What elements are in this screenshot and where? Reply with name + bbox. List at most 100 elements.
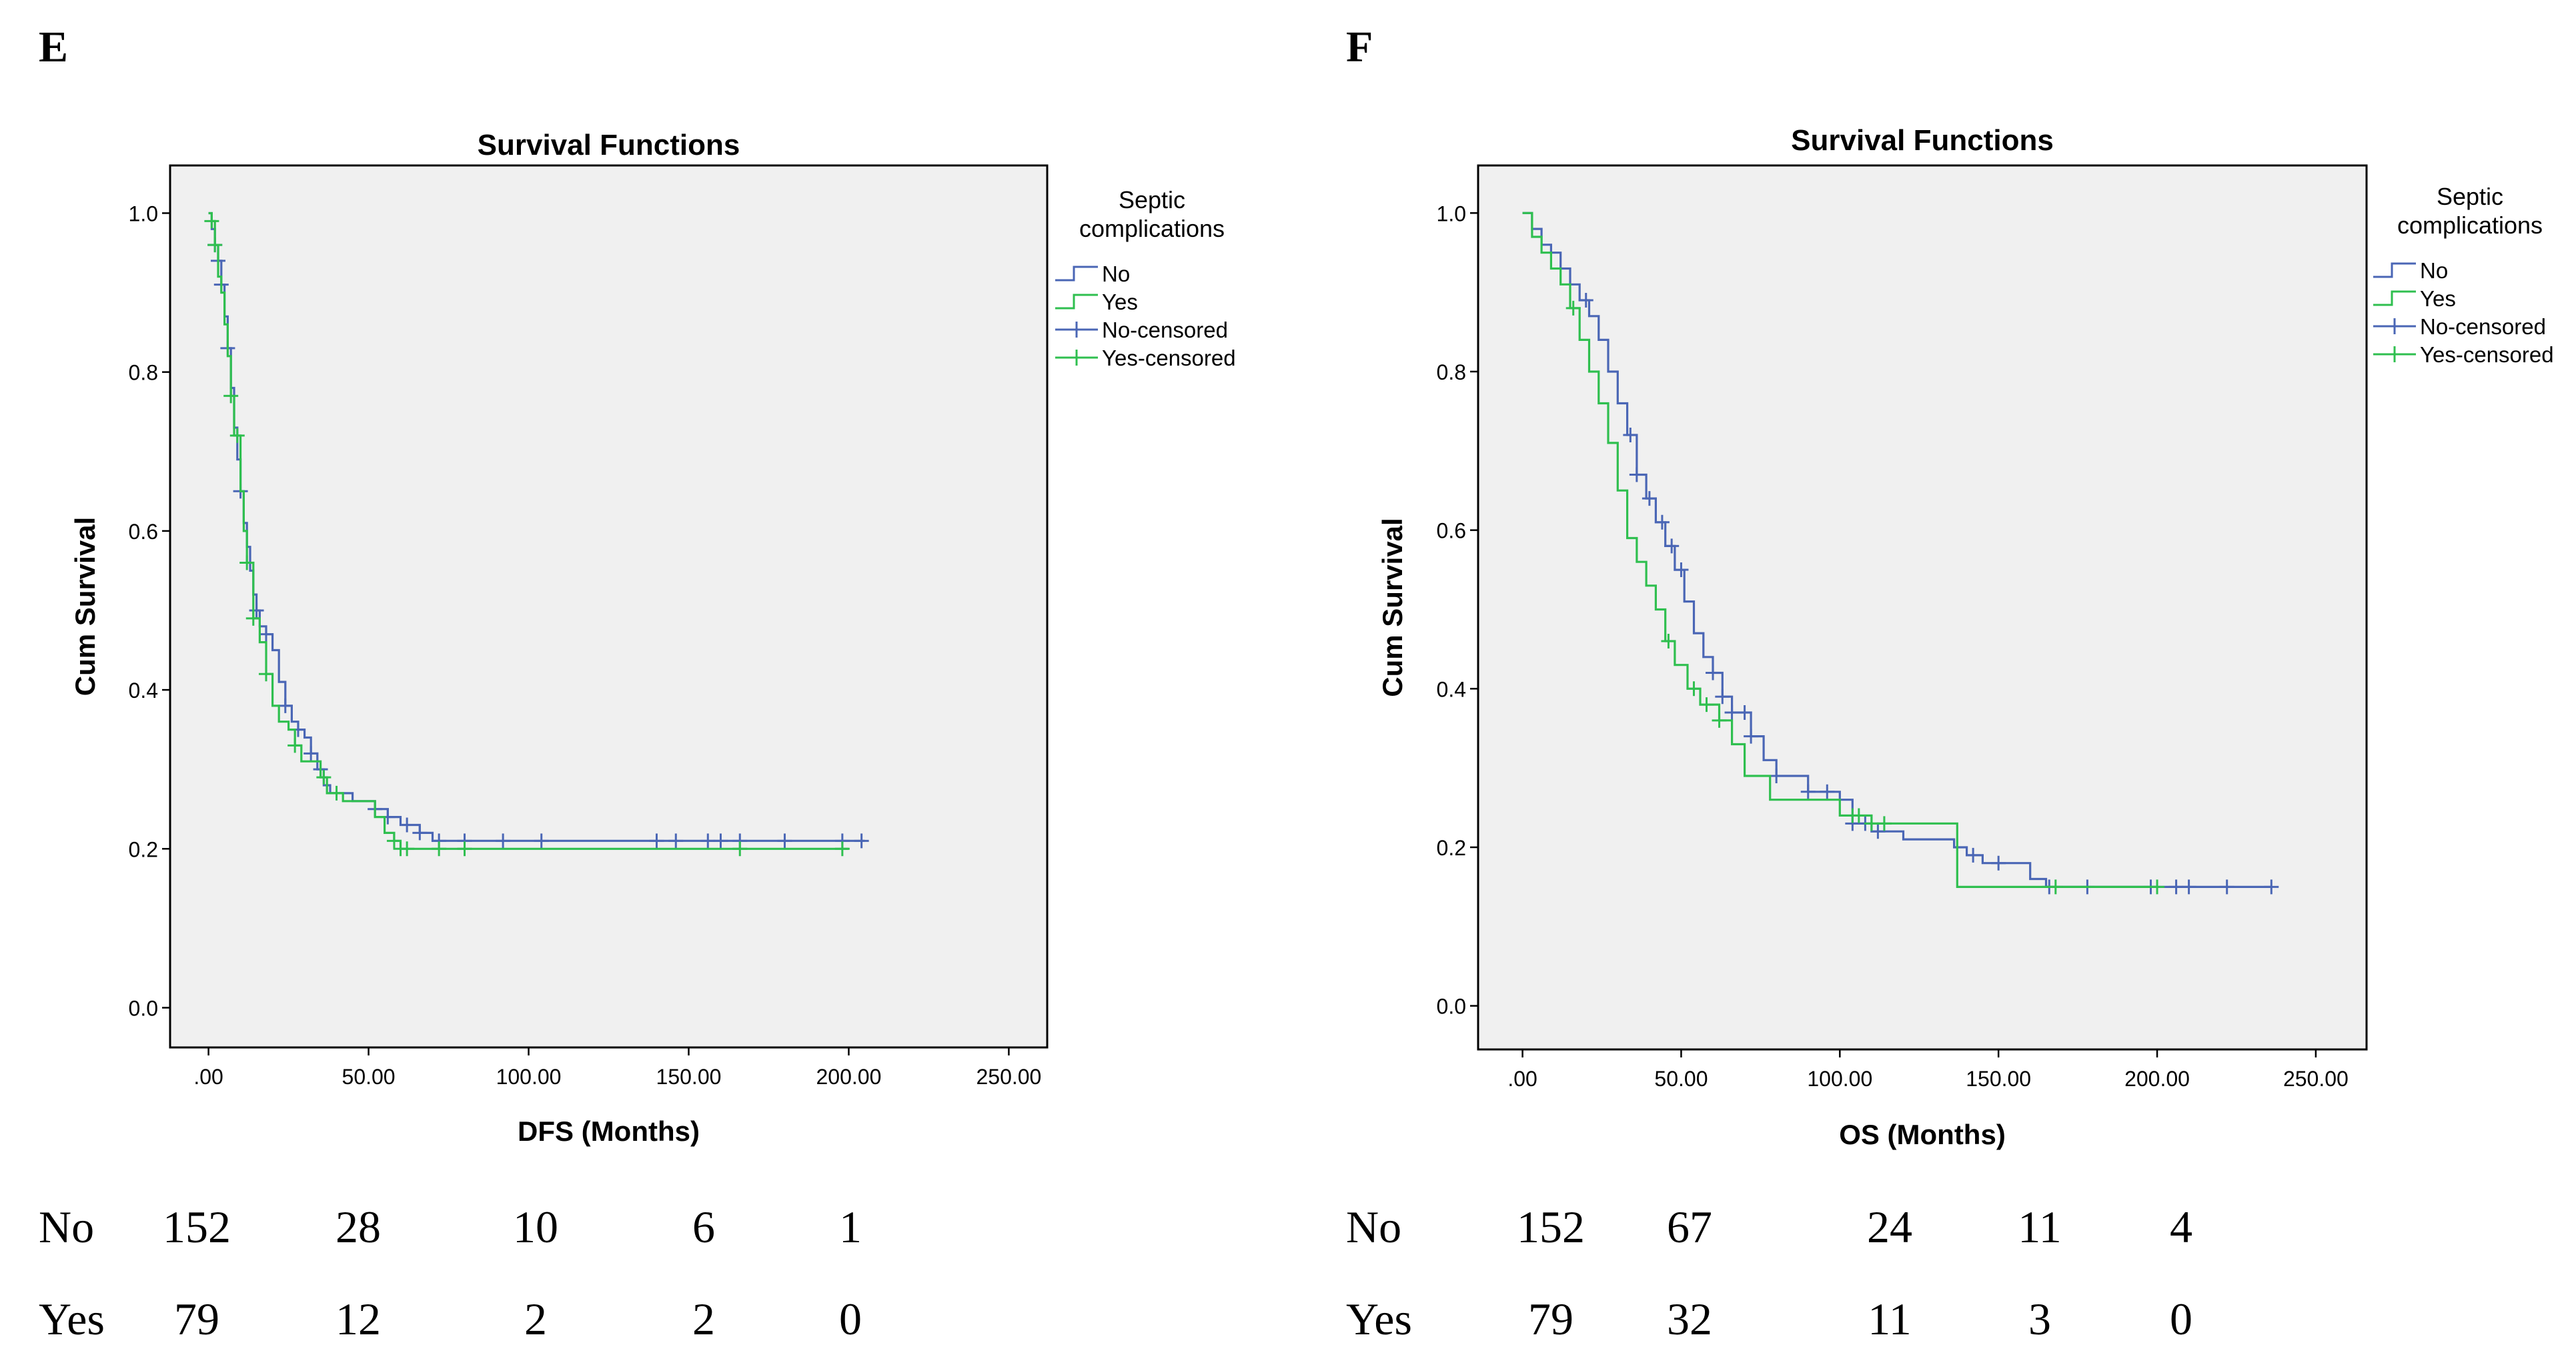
legend-entry: Yes-censored	[2420, 342, 2554, 367]
y-tick-label: 0.4	[1437, 677, 1466, 701]
at-risk-value: 152	[163, 1202, 231, 1252]
chart-title: Survival Functions	[478, 129, 740, 161]
x-tick-label: 100.00	[496, 1065, 562, 1089]
censor-mark-no	[713, 833, 728, 849]
legend-swatch	[2373, 346, 2416, 362]
censor-mark-yes	[732, 841, 748, 857]
legend-swatch	[1055, 350, 1098, 366]
x-tick-label: 200.00	[816, 1065, 882, 1089]
plot-area	[169, 164, 1049, 1049]
censor-mark-yes	[258, 666, 273, 682]
y-tick-label: 1.0	[129, 201, 158, 225]
at-risk-value: 3	[2028, 1294, 2051, 1344]
censor-mark-yes	[2048, 879, 2063, 895]
censor-mark-no	[534, 833, 549, 849]
censor-mark-no	[2181, 879, 2196, 895]
censor-mark-yes	[1851, 808, 1866, 823]
censor-mark-no	[1724, 705, 1740, 720]
censor-mark-no	[1629, 467, 1644, 482]
at-risk-value: 1	[839, 1202, 862, 1252]
censor-mark-no	[1706, 665, 1721, 681]
y-tick-label: 1.0	[1437, 201, 1466, 225]
legend-title-line: complications	[2397, 211, 2543, 239]
x-tick-label: 150.00	[656, 1065, 722, 1089]
at-risk-value: 10	[513, 1202, 558, 1252]
x-tick-label: 50.00	[342, 1065, 396, 1089]
censor-mark-yes	[1661, 634, 1676, 649]
censor-mark-no	[1769, 769, 1784, 784]
series-line-no	[1522, 211, 2272, 888]
censor-mark-yes	[1864, 816, 1879, 831]
at-risk-value: 0	[839, 1294, 862, 1344]
at-risk-value: 28	[336, 1202, 381, 1252]
y-tick-label: 0.6	[1437, 519, 1466, 543]
plot-area	[1477, 164, 2368, 1051]
legend-entry: No-censored	[2420, 314, 2546, 339]
legend-title-line: Septic	[1119, 186, 1185, 213]
legend-swatch	[1055, 322, 1098, 338]
legend-entry: Yes-censored	[1102, 346, 1236, 370]
legend-entry: No	[1102, 262, 1130, 286]
censor-mark-yes	[287, 738, 303, 753]
censor-mark-no	[1654, 514, 1670, 530]
legend-swatch	[1055, 294, 1098, 310]
panel-letter: F	[1346, 23, 1373, 71]
censor-mark-yes	[229, 428, 245, 443]
censor-mark-yes	[386, 833, 402, 849]
censor-mark-no	[2219, 879, 2234, 895]
legend-entry: No	[2420, 258, 2448, 283]
censor-mark-no	[400, 817, 415, 833]
at-risk-value: 11	[1868, 1294, 1911, 1344]
at-risk-value: 0	[2170, 1294, 2192, 1344]
at-risk-row-label: No	[1346, 1202, 1401, 1252]
legend-title-line: complications	[1079, 215, 1225, 242]
censor-mark-no	[854, 833, 869, 849]
x-tick-label: 150.00	[1966, 1067, 2031, 1091]
censor-mark-no	[277, 698, 293, 713]
censor-mark-no	[1991, 855, 2006, 871]
at-risk-value: 12	[336, 1294, 381, 1344]
censor-mark-yes	[245, 610, 261, 626]
y-axis-label: Cum Survival	[69, 517, 101, 696]
censor-mark-no	[496, 833, 511, 849]
censor-mark-no	[668, 833, 684, 849]
panel-letter: E	[39, 23, 68, 71]
y-tick-label: 0.8	[129, 361, 158, 385]
y-tick-label: 0.8	[1437, 360, 1466, 384]
at-risk-row-label: Yes	[39, 1294, 105, 1344]
censor-mark-no	[1870, 824, 1886, 839]
censor-mark-no	[2168, 879, 2184, 895]
censor-mark-yes	[1686, 681, 1702, 697]
x-tick-label: 250.00	[2283, 1067, 2349, 1091]
censor-mark-no	[1744, 729, 1759, 744]
legend-entry: No-censored	[1102, 318, 1228, 342]
censor-mark-no	[777, 833, 792, 849]
censor-mark-yes	[834, 841, 850, 857]
censor-mark-yes	[329, 785, 344, 801]
x-axis-label: OS (Months)	[1839, 1119, 2006, 1150]
legend-swatch	[2373, 262, 2416, 278]
x-tick-label: .00	[193, 1065, 223, 1089]
censor-mark-no	[1800, 784, 1816, 799]
censor-mark-yes	[223, 388, 239, 404]
censor-mark-no	[303, 746, 319, 761]
x-axis-label: DFS (Months)	[518, 1115, 700, 1147]
censor-mark-yes	[1712, 713, 1727, 728]
censor-mark-no	[1966, 847, 1981, 863]
at-risk-value: 79	[1528, 1294, 1573, 1344]
censor-mark-no	[1715, 689, 1730, 705]
at-risk-value: 2	[692, 1294, 715, 1344]
censor-mark-yes	[432, 841, 447, 857]
censor-mark-yes	[316, 770, 332, 785]
censor-mark-yes	[239, 555, 255, 570]
censor-mark-no	[1737, 705, 1752, 720]
censor-mark-no	[249, 602, 264, 618]
legend-entry: Yes	[1102, 290, 1138, 314]
legend-swatch	[2373, 318, 2416, 334]
censor-mark-no	[258, 626, 273, 642]
at-risk-value: 2	[524, 1294, 547, 1344]
censor-mark-yes	[1565, 300, 1581, 316]
censor-mark-no	[1578, 293, 1593, 308]
censor-mark-no	[1664, 538, 1680, 554]
